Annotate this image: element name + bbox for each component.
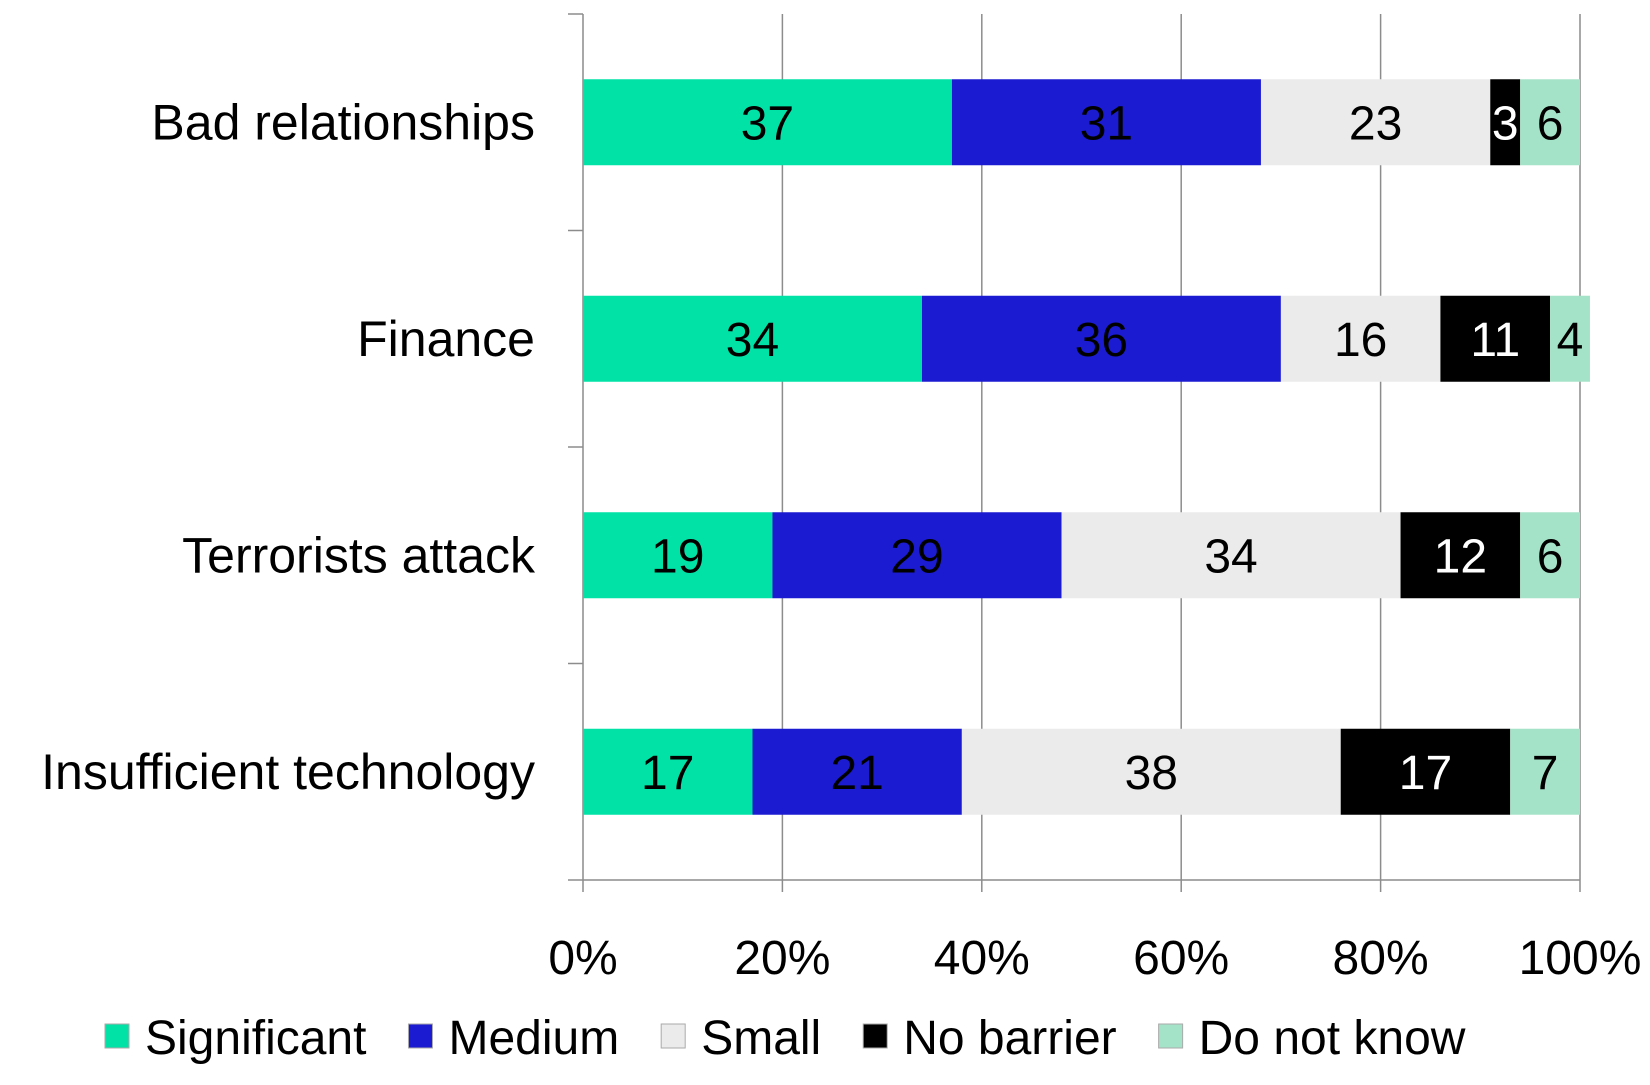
bar-significant-terrorists-attack (583, 512, 773, 599)
bar-do-not-know-bad-relationships (1520, 79, 1580, 166)
category-label: Terrorists attack (182, 527, 536, 583)
bar-small-finance (1280, 295, 1441, 382)
bar-medium-bad-relationships (951, 79, 1261, 166)
data-label: 3 (1492, 97, 1519, 150)
bar-significant-finance (583, 295, 922, 382)
legend-label-medium: Medium (448, 1012, 619, 1065)
data-label: 6 (1537, 530, 1564, 583)
data-label: 21 (830, 747, 883, 800)
data-label: 34 (1204, 530, 1257, 583)
bar-do-not-know-finance (1550, 295, 1590, 382)
bar-no-barrier-insufficient-technology (1340, 728, 1511, 815)
bar-medium-finance (921, 295, 1281, 382)
category-label: Bad relationships (151, 94, 535, 150)
data-label: 31 (1080, 97, 1133, 150)
data-label: 23 (1349, 97, 1402, 150)
x-tick-label: 40% (934, 932, 1030, 985)
data-label: 17 (641, 747, 694, 800)
bar-small-bad-relationships (1260, 79, 1491, 166)
legend-swatch-small (660, 1023, 686, 1049)
bar-no-barrier-bad-relationships (1490, 79, 1521, 166)
bar-small-terrorists-attack (1061, 512, 1401, 599)
bar-no-barrier-terrorists-attack (1400, 512, 1521, 599)
legend-label-significant: Significant (145, 1012, 366, 1065)
data-label: 17 (1399, 747, 1452, 800)
bar-no-barrier-finance (1440, 295, 1551, 382)
category-label: Finance (357, 311, 535, 367)
x-tick-label: 100% (1519, 932, 1642, 985)
legend-swatch-do-not-know (1158, 1023, 1184, 1049)
data-label: 19 (651, 530, 704, 583)
legend-swatch-significant (104, 1023, 130, 1049)
bar-significant-insufficient-technology (583, 728, 753, 815)
data-label: 12 (1434, 530, 1487, 583)
bar-medium-insufficient-technology (752, 728, 962, 815)
legend-label-do-not-know: Do not know (1199, 1012, 1466, 1065)
bar-small-insufficient-technology (961, 728, 1341, 815)
x-tick-label: 80% (1333, 932, 1429, 985)
legend-label-no-barrier: No barrier (903, 1012, 1116, 1065)
x-tick-label: 20% (734, 932, 830, 985)
data-label: 4 (1557, 314, 1584, 367)
legend-label-small: Small (701, 1012, 821, 1065)
legend-swatch-no-barrier (862, 1023, 888, 1049)
data-label: 38 (1125, 747, 1178, 800)
data-label: 34 (726, 314, 779, 367)
data-label: 29 (890, 530, 943, 583)
bar-do-not-know-terrorists-attack (1520, 512, 1580, 599)
data-label: 37 (741, 97, 794, 150)
x-tick-label: 60% (1133, 932, 1229, 985)
data-label: 36 (1075, 314, 1128, 367)
bar-do-not-know-insufficient-technology (1510, 728, 1580, 815)
data-label: 16 (1334, 314, 1387, 367)
data-label: 6 (1537, 97, 1564, 150)
legend-swatch-medium (407, 1023, 433, 1049)
data-label: 7 (1532, 747, 1559, 800)
category-label: Insufficient technology (41, 744, 535, 800)
bar-significant-bad-relationships (583, 79, 952, 166)
data-label: 11 (1470, 314, 1520, 367)
bar-medium-terrorists-attack (772, 512, 1062, 599)
x-tick-label: 0% (548, 932, 617, 985)
